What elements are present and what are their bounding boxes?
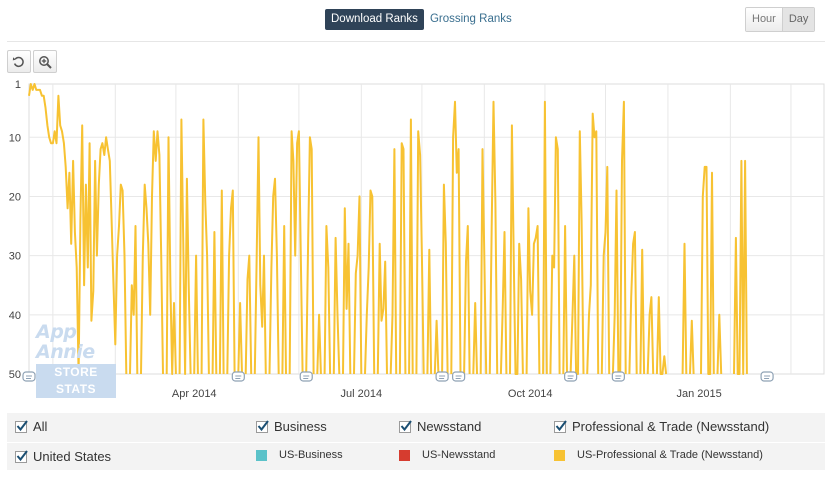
check-icon — [555, 419, 567, 431]
checkbox-newsstand[interactable] — [399, 419, 412, 433]
legend-panel: All Business Newsstand Professional & Tr… — [7, 413, 825, 470]
filter-professional-trade[interactable]: Professional & Trade (Newsstand) — [554, 419, 769, 434]
x-tick-label: Apr 2014 — [172, 388, 217, 400]
series-us-professional-trade[interactable]: US-Professional & Trade (Newsstand) — [554, 449, 763, 461]
check-icon — [16, 419, 28, 431]
series-us-business[interactable]: US-Business — [256, 449, 343, 461]
zoom-icon — [39, 55, 52, 69]
watermark-line1: App Annie — [36, 321, 95, 363]
rank-type-tabs: Download Ranks Grossing Ranks — [325, 9, 512, 30]
y-tick-label: 1 — [15, 79, 21, 91]
filter-professional-trade-label: Professional & Trade (Newsstand) — [572, 419, 770, 434]
granularity-toggle: Hour Day — [745, 7, 816, 32]
filter-united-states-label: United States — [33, 449, 112, 464]
reset-icon — [12, 56, 24, 67]
day-button[interactable]: Day — [781, 8, 815, 31]
tab-download-ranks[interactable]: Download Ranks — [325, 9, 424, 30]
y-tick-label: 30 — [9, 251, 21, 263]
rank-chart: 1 10 20 30 40 50 Apr 2014 Jul 2014 Oct 2014 Jan 2… — [9, 79, 825, 400]
filter-business-label: Business — [274, 419, 327, 434]
app-annie-watermark: App Annie STORE STATS — [36, 322, 116, 398]
legend-series-row: United States US-Business US-Newsstand U… — [7, 442, 825, 470]
y-tick-label: 10 — [9, 132, 21, 144]
x-tick-label: Oct 2014 — [508, 388, 553, 400]
reset-zoom-button[interactable] — [7, 50, 31, 73]
swatch-us-professional-trade — [554, 449, 565, 461]
header-divider — [7, 41, 825, 42]
y-tick-label: 50 — [9, 369, 21, 381]
watermark-line2: STORE STATS — [36, 364, 116, 398]
checkbox-all[interactable] — [15, 419, 28, 433]
hour-button[interactable]: Hour — [746, 8, 782, 31]
series-us-newsstand[interactable]: US-Newsstand — [399, 449, 495, 461]
y-tick-label: 20 — [9, 191, 21, 203]
series-us-business-label: US-Business — [279, 449, 343, 461]
check-icon — [16, 449, 28, 461]
tab-grossing-ranks[interactable]: Grossing Ranks — [429, 13, 512, 25]
filter-all-label: All — [33, 419, 48, 434]
filter-newsstand-label: Newsstand — [417, 419, 482, 434]
legend-filter-row: All Business Newsstand Professional & Tr… — [7, 413, 825, 441]
filter-all[interactable]: All — [15, 419, 47, 434]
filter-business[interactable]: Business — [256, 419, 327, 434]
zoom-button[interactable] — [33, 50, 57, 73]
checkbox-professional-trade[interactable] — [554, 419, 567, 433]
filter-newsstand[interactable]: Newsstand — [399, 419, 481, 434]
checkbox-united-states[interactable] — [15, 449, 28, 463]
x-tick-label: Jan 2015 — [677, 388, 722, 400]
swatch-us-business — [256, 449, 267, 461]
y-tick-label: 40 — [9, 310, 21, 322]
check-icon — [400, 419, 412, 431]
check-icon — [257, 419, 269, 431]
series-us-professional-trade-label: US-Professional & Trade (Newsstand) — [577, 449, 763, 461]
filter-united-states[interactable]: United States — [15, 449, 111, 464]
series-us-newsstand-label: US-Newsstand — [422, 449, 496, 461]
x-tick-label: Jul 2014 — [341, 388, 383, 400]
swatch-us-newsstand — [399, 449, 410, 461]
checkbox-business[interactable] — [256, 419, 269, 433]
